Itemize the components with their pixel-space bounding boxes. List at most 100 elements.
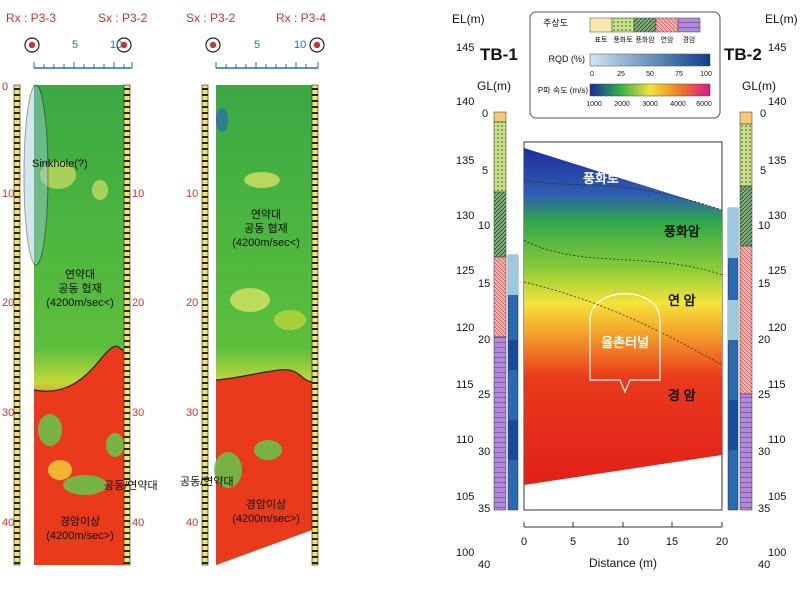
svg-text:40: 40 bbox=[758, 559, 770, 571]
weak-zone-label-a-1: 연약대 bbox=[65, 267, 95, 281]
sx-label-a: Sx : P3-2 bbox=[98, 11, 148, 25]
svg-text:10: 10 bbox=[617, 536, 629, 548]
svg-text:1000: 1000 bbox=[586, 101, 602, 108]
svg-text:125: 125 bbox=[456, 265, 474, 277]
depth-tick-b30: 30 bbox=[186, 407, 198, 419]
el-axis-left: 145 140 135 130 125 120 115 110 105 100 bbox=[456, 42, 474, 559]
gl-label-left: GL(m) bbox=[477, 79, 511, 93]
cavity-label-b: 공동/연약대 bbox=[180, 474, 234, 488]
x-axis: 0 5 10 15 20 Distance (m) bbox=[521, 522, 728, 570]
borehole-ruler-left-b bbox=[201, 84, 209, 566]
horizontal-scale bbox=[33, 62, 133, 69]
hard-rock-zone-b bbox=[216, 369, 312, 565]
depth-tick-a20-right: 20 bbox=[132, 297, 144, 309]
depth-tick-a30-right: 30 bbox=[132, 407, 144, 419]
el-label-left: EL(m) bbox=[452, 12, 485, 26]
weak-zone-label-a-3: (4200m/sec<) bbox=[46, 297, 114, 309]
svg-text:110: 110 bbox=[456, 434, 474, 446]
depth-tick-a30: 30 bbox=[2, 407, 14, 419]
legend-row3-title: P파 속도 (m/s) bbox=[538, 86, 588, 95]
tb1-label: TB-1 bbox=[480, 45, 518, 64]
svg-text:130: 130 bbox=[456, 210, 474, 222]
panel-right: EL(m) EL(m) TB-1 TB-2 GL(m) GL(m) 145 14… bbox=[452, 11, 798, 571]
svg-text:5: 5 bbox=[482, 165, 488, 177]
boundary-weathered-soil bbox=[523, 179, 723, 211]
svg-text:145: 145 bbox=[456, 42, 474, 54]
svg-text:140: 140 bbox=[768, 96, 786, 108]
svg-text:75: 75 bbox=[675, 71, 683, 78]
svg-text:10: 10 bbox=[478, 220, 490, 232]
receiver-icon bbox=[24, 37, 40, 53]
depth-tick-a40-right: 40 bbox=[132, 517, 144, 529]
source-icon bbox=[205, 37, 221, 53]
svg-text:120: 120 bbox=[456, 322, 474, 334]
boundary-line-a bbox=[33, 345, 125, 392]
svg-text:105: 105 bbox=[768, 491, 786, 503]
svg-text:100: 100 bbox=[456, 547, 474, 559]
hard-rock-label-b-1: 경암이상 bbox=[246, 498, 286, 511]
borehole-ruler-right-b bbox=[311, 84, 319, 566]
depth-tick-b40: 40 bbox=[186, 517, 198, 529]
legend-row2-title: RQD (%) bbox=[549, 54, 586, 64]
svg-text:0: 0 bbox=[760, 108, 766, 120]
svg-text:110: 110 bbox=[768, 434, 786, 446]
depth-tick-a10: 10 bbox=[2, 188, 14, 200]
svg-text:100: 100 bbox=[768, 547, 786, 559]
scale-tick-10: 10 bbox=[110, 39, 122, 51]
svg-text:40: 40 bbox=[478, 559, 490, 571]
svg-text:115: 115 bbox=[456, 379, 474, 391]
scale-tick-10-b: 10 bbox=[294, 39, 306, 51]
svg-text:25: 25 bbox=[478, 389, 490, 401]
zone-hard-rock: 경 암 bbox=[668, 388, 696, 403]
svg-text:120: 120 bbox=[768, 322, 786, 334]
el-label-right: EL(m) bbox=[765, 12, 798, 26]
rx-label-b: Rx : P3-4 bbox=[276, 11, 326, 25]
tomogram-right bbox=[524, 148, 722, 485]
hard-rock-label-a-2: (4200m/sec>) bbox=[46, 530, 114, 542]
svg-text:20: 20 bbox=[758, 334, 770, 346]
tb2-label: TB-2 bbox=[724, 45, 762, 64]
depth-tick-b10: 10 bbox=[186, 188, 198, 200]
boundary-line-b bbox=[215, 369, 313, 383]
svg-text:35: 35 bbox=[758, 503, 770, 515]
zone-weathered-rock: 풍화암 bbox=[664, 224, 700, 239]
svg-text:30: 30 bbox=[478, 446, 490, 458]
svg-text:0: 0 bbox=[482, 108, 488, 120]
legend-item-weathered-rock: 풍화암 bbox=[635, 36, 655, 44]
svg-text:5: 5 bbox=[760, 165, 766, 177]
zone-soft-rock: 연 암 bbox=[668, 293, 696, 308]
svg-text:140: 140 bbox=[456, 96, 474, 108]
svg-text:20: 20 bbox=[716, 536, 728, 548]
sx-label-b: Sx : P3-2 bbox=[186, 11, 236, 25]
svg-text:15: 15 bbox=[478, 278, 490, 290]
svg-text:25: 25 bbox=[617, 71, 625, 78]
scale-tick-5-b: 5 bbox=[254, 39, 260, 51]
svg-text:145: 145 bbox=[768, 42, 786, 54]
svg-text:5: 5 bbox=[570, 536, 576, 548]
legend-item-soft-rock: 연암 bbox=[661, 36, 674, 44]
weak-zone-label-a-2: 공동 협재 bbox=[58, 282, 102, 295]
tb1-column bbox=[493, 111, 519, 511]
svg-text:125: 125 bbox=[768, 265, 786, 277]
hard-rock-label-a-1: 경암이상 bbox=[60, 515, 100, 528]
svg-text:135: 135 bbox=[768, 155, 786, 167]
svg-text:25: 25 bbox=[758, 389, 770, 401]
borehole-ruler-right-a bbox=[123, 84, 131, 566]
svg-text:130: 130 bbox=[768, 210, 786, 222]
tb2-column bbox=[727, 111, 753, 511]
gl-axis-left: 0 5 10 15 20 25 30 35 40 bbox=[478, 108, 490, 571]
gl-label-right: GL(m) bbox=[742, 79, 776, 93]
depth-tick-a0: 0 bbox=[2, 81, 8, 93]
svg-text:30: 30 bbox=[758, 446, 770, 458]
source-icon bbox=[116, 37, 132, 53]
zone-weathered-soil: 풍화토 bbox=[583, 171, 619, 186]
tunnel-label: 율촌터널 bbox=[601, 335, 649, 350]
svg-text:10: 10 bbox=[758, 220, 770, 232]
depth-tick-a20: 20 bbox=[2, 297, 14, 309]
legend-item-topsoil: 표토 bbox=[595, 36, 608, 44]
weak-zone-label-b-2: 공동 협재 bbox=[244, 222, 288, 235]
gl-axis-right: 0 5 10 15 20 25 30 35 40 bbox=[758, 108, 770, 571]
svg-text:135: 135 bbox=[456, 155, 474, 167]
svg-text:35: 35 bbox=[478, 503, 490, 515]
